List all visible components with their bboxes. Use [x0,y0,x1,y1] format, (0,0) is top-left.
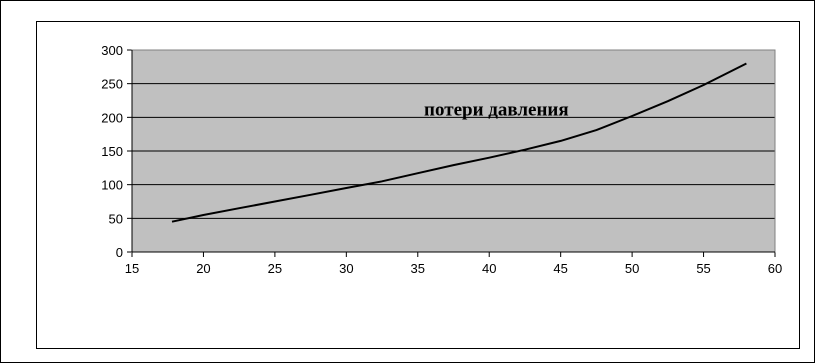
y-tick-label-250: 250 [101,77,123,92]
x-tick-label-35: 35 [411,261,425,276]
y-tick-label-200: 200 [101,110,123,125]
x-tick-label-50: 50 [625,261,639,276]
y-tick-label-50: 50 [109,211,123,226]
x-tick-label-45: 45 [553,261,567,276]
series-line-0 [171,62,747,223]
x-tick-label-20: 20 [196,261,210,276]
x-tick-label-30: 30 [339,261,353,276]
y-tick-label-150: 150 [101,144,123,159]
series [171,62,747,223]
chart-annotation: потери давления [424,99,569,120]
axes [131,49,776,253]
y-tick-label-0: 0 [116,245,123,260]
y-tick-label-300: 300 [101,43,123,58]
tick-labels: 0 50 100 150 200 250 300 15 20 25 30 35 40 45 50 55 60 [101,43,782,276]
x-tick-label-60: 60 [768,261,782,276]
x-tick-label-15: 15 [125,261,139,276]
x-tick-label-40: 40 [482,261,496,276]
x-tick-label-25: 25 [268,261,282,276]
y-tick-label-100: 100 [101,178,123,193]
x-tick-label-55: 55 [696,261,710,276]
